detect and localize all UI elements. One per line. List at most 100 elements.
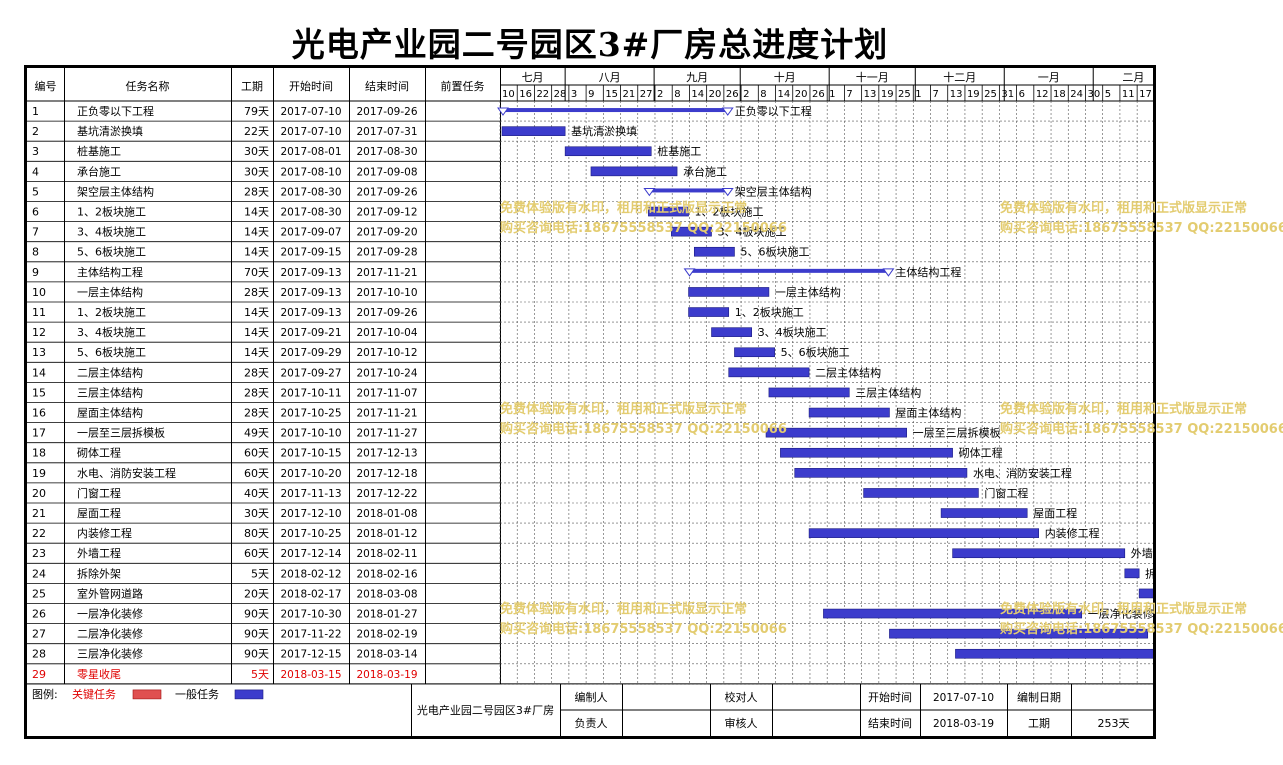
task-duration: 60天: [244, 447, 269, 460]
legend-normal-swatch: [234, 689, 264, 700]
bar-label: 承台施工: [683, 164, 727, 178]
page-title: 光电产业园二号园区3#厂房总进度计划: [291, 25, 889, 64]
task-duration: 5天: [251, 668, 269, 681]
day-label: 25: [984, 89, 997, 100]
task-start: 2017-10-30: [280, 609, 341, 621]
day-label: 30: [1087, 89, 1100, 100]
task-duration: 80天: [244, 527, 269, 540]
task-end: 2017-08-30: [356, 146, 417, 158]
task-duration: 14天: [244, 346, 269, 359]
bar-label: 主体结构工程: [895, 265, 961, 279]
day-label: 2: [657, 89, 663, 100]
task-name: 5、6板块施工: [77, 345, 146, 359]
summary-bar-start-marker: [497, 107, 509, 116]
month-label: 十一月: [856, 70, 889, 84]
gantt-frame: 编号任务名称工期开始时间结束时间前置任务七月八月九月十月十一月十二月一月二月三月…: [24, 65, 1156, 739]
day-label: 17: [1139, 89, 1152, 100]
task-duration: 22天: [244, 125, 269, 138]
bar-label: 水电、消防安装工程: [973, 466, 1072, 480]
task-name: 门窗工程: [77, 486, 121, 500]
task-name: 5、6板块施工: [77, 245, 146, 259]
bar-label: 屋面主体结构: [895, 406, 961, 420]
task-id: 17: [32, 427, 46, 440]
task-start: 2017-10-25: [280, 528, 341, 540]
bar-label: 基坑清淤换填: [571, 124, 637, 138]
task-name: 室外管网道路: [77, 586, 143, 600]
task-id: 25: [32, 587, 46, 600]
task-start: 2018-03-15: [280, 669, 341, 681]
task-start: 2017-12-14: [280, 548, 341, 560]
task-bar: [688, 307, 730, 317]
task-name: 正负零以下工程: [77, 104, 154, 118]
day-label: 15: [605, 89, 618, 100]
summary-bar: [502, 108, 729, 113]
task-name: 主体结构工程: [77, 265, 143, 279]
task-name: 内装修工程: [77, 526, 132, 540]
day-label: 3: [571, 89, 577, 100]
day-label: 10: [502, 89, 515, 100]
bar-label: 正负零以下工程: [735, 104, 812, 118]
task-bar: [765, 427, 907, 438]
task-start: 2017-09-13: [280, 267, 341, 279]
task-start: 2017-09-27: [280, 367, 341, 379]
legend-normal-label: 一般任务: [175, 688, 219, 701]
task-start: 2017-09-07: [280, 227, 341, 239]
summary-bar-end-marker: [882, 268, 895, 277]
task-bar: [1138, 588, 1153, 599]
task-duration: 14天: [244, 306, 269, 319]
footer-checker-label: 校对人: [725, 690, 758, 704]
task-bar: [501, 126, 566, 136]
task-end: 2017-09-28: [356, 247, 417, 259]
task-id: 4: [32, 165, 39, 178]
task-end: 2018-01-12: [356, 528, 417, 540]
task-id: 27: [32, 628, 46, 641]
footer-end-value: 2018-03-19: [933, 718, 994, 730]
day-label: 22: [536, 89, 549, 100]
day-label: 27: [640, 89, 653, 100]
task-duration: 60天: [244, 547, 269, 560]
month-label: 八月: [599, 71, 621, 84]
task-id: 19: [32, 467, 46, 480]
column-header-end: 结束时间: [365, 80, 409, 93]
task-duration: 28天: [244, 366, 269, 379]
task-start: 2017-08-01: [280, 146, 341, 158]
task-bar: [952, 548, 1126, 559]
task-id: 28: [32, 648, 46, 661]
footer-duration-label: 工期: [1028, 717, 1050, 730]
task-bar: [823, 608, 1083, 619]
task-start: 2017-10-25: [280, 408, 341, 420]
bar-label: 一层净化装修: [1088, 607, 1153, 621]
task-id: 12: [32, 326, 46, 339]
task-id: 16: [32, 407, 46, 420]
task-duration: 90天: [244, 608, 269, 621]
column-header-name: 任务名称: [126, 79, 170, 93]
footer-start-value: 2017-07-10: [933, 692, 994, 704]
summary-bar-end-marker: [721, 187, 734, 197]
task-bar: [955, 648, 1153, 659]
task-start: 2017-08-30: [280, 186, 341, 198]
task-end: 2018-01-08: [356, 508, 417, 520]
task-bar: [780, 447, 953, 458]
task-start: 2017-09-13: [280, 307, 341, 319]
task-start: 2017-09-29: [280, 347, 341, 359]
day-label: 25: [898, 89, 911, 100]
task-duration: 79天: [244, 105, 269, 118]
task-start: 2017-10-11: [280, 387, 341, 399]
task-duration: 20天: [244, 587, 269, 600]
task-start: 2017-09-13: [280, 287, 341, 299]
bar-label: 二层主体结构: [815, 365, 881, 379]
task-end: 2018-03-14: [356, 649, 417, 661]
bar-label: 门窗工程: [984, 486, 1028, 500]
task-name: 一层净化装修: [77, 607, 143, 621]
task-start: 2017-10-15: [280, 448, 341, 460]
task-bar: [889, 628, 1149, 639]
task-bar: [693, 246, 735, 257]
task-duration: 30天: [244, 145, 269, 158]
task-name: 桩基施工: [77, 144, 121, 158]
task-id: 9: [32, 266, 39, 279]
task-bar: [648, 206, 689, 217]
task-end: 2017-12-13: [356, 448, 417, 460]
task-id: 3: [32, 145, 39, 158]
bar-label: 1、2板块施工: [735, 305, 804, 319]
legend-critical-swatch: [132, 689, 162, 700]
